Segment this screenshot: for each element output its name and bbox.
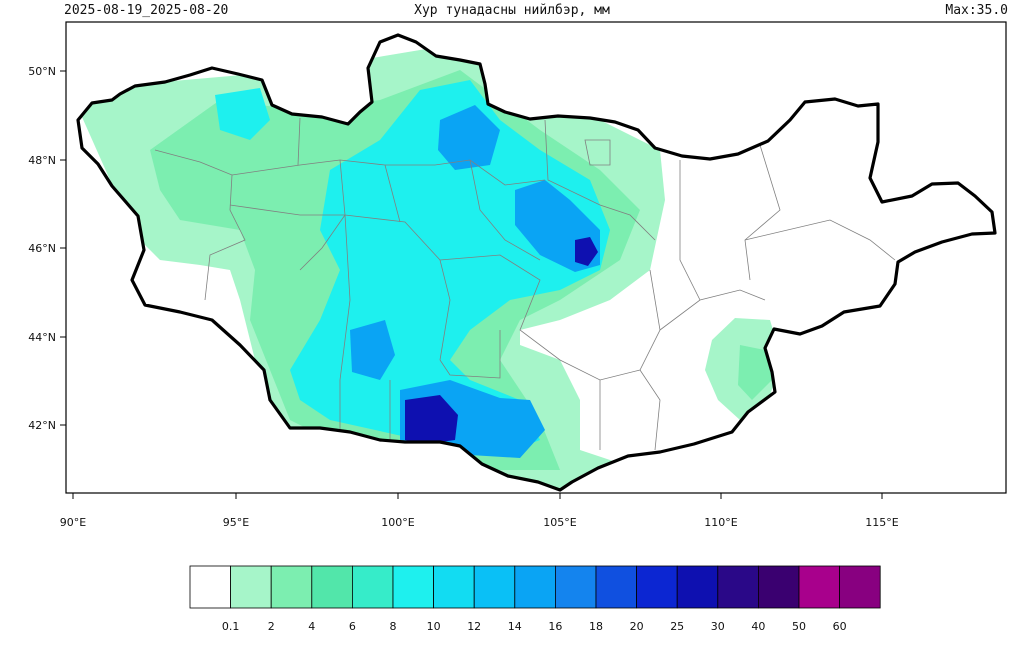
- colorbar-box: [270, 565, 313, 609]
- colorbar-box: [473, 565, 516, 609]
- lat-label-42: 42°N: [28, 419, 56, 432]
- colorbar-tick-label: 4: [308, 620, 316, 633]
- lat-label-46: 46°N: [28, 242, 56, 255]
- lon-label-95: 95°E: [223, 516, 249, 529]
- colorbar-tick-label: 10: [426, 620, 441, 633]
- colorbar-tick-label: 14: [507, 620, 522, 633]
- aimag-boundaries: [154, 117, 896, 451]
- lon-label-90: 90°E: [60, 516, 86, 529]
- colorbar-tick-label: 2: [267, 620, 275, 633]
- heavy-precip-core-center: [575, 237, 598, 266]
- date-range-label: 2025-08-19_2025-08-20: [64, 3, 229, 18]
- colorbar-box: [676, 565, 719, 609]
- cyan-precip-zone-west: [215, 88, 270, 140]
- colorbar-box: [839, 565, 881, 609]
- max-value-label: Max:35.0: [945, 3, 1008, 18]
- colorbar-box: [433, 565, 475, 609]
- blue-precip-zone-west: [350, 320, 395, 380]
- colorbar-box: [189, 565, 231, 609]
- lat-label-48: 48°N: [28, 154, 56, 167]
- colorbar-box: [514, 565, 556, 609]
- colorbar-box: [798, 565, 840, 609]
- colorbar-tick-label: 12: [467, 620, 482, 633]
- colorbar-box: [230, 565, 272, 609]
- lat-label-44: 44°N: [28, 331, 56, 344]
- blue-precip-zone-north: [438, 105, 500, 170]
- colorbar-box: [758, 565, 800, 609]
- lon-label-115: 115°E: [865, 516, 898, 529]
- colorbar-tick-label: 18: [589, 620, 603, 633]
- heavy-precip-core-south: [405, 395, 458, 444]
- colorbar-tick-label: 16: [548, 620, 563, 633]
- colorbar-box: [717, 565, 759, 609]
- lon-label-110: 110°E: [704, 516, 737, 529]
- map-title: Хур тунадасны нийлбэр, мм: [414, 3, 610, 18]
- mid-precip-zone-east: [738, 345, 772, 400]
- colorbar-tick-label: 20: [629, 620, 644, 633]
- colorbar-tick-label: 50: [792, 620, 806, 633]
- axis-ticks: [60, 70, 883, 499]
- colorbar-box: [555, 565, 597, 609]
- colorbar-tick-label: 0.1: [221, 620, 240, 633]
- colorbar-tick-label: 40: [751, 620, 766, 633]
- colorbar-tick-label: 8: [389, 620, 397, 633]
- colorbar-box: [595, 565, 637, 609]
- lon-label-100: 100°E: [381, 516, 414, 529]
- colorbar: [189, 565, 881, 609]
- colorbar-tick-label: 25: [670, 620, 685, 633]
- colorbar-box: [311, 565, 353, 609]
- colorbar-box: [392, 565, 434, 609]
- colorbar-box: [351, 565, 394, 609]
- lon-label-105: 105°E: [543, 516, 576, 529]
- colorbar-tick-label: 60: [832, 620, 847, 633]
- lat-label-50: 50°N: [28, 65, 56, 78]
- colorbar-box: [636, 565, 678, 609]
- colorbar-tick-label: 30: [710, 620, 725, 633]
- colorbar-tick-label: 6: [348, 620, 356, 633]
